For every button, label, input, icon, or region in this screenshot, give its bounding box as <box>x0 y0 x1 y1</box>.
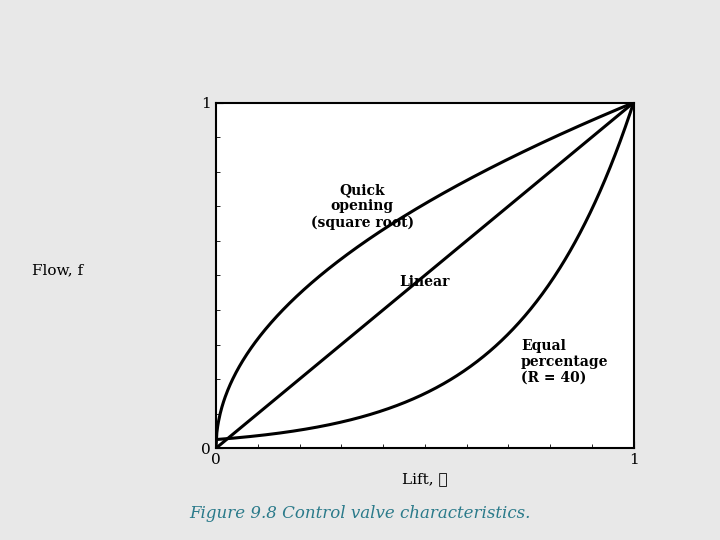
Text: Equal
percentage
(R = 40): Equal percentage (R = 40) <box>521 339 608 385</box>
X-axis label: Lift, ℓ: Lift, ℓ <box>402 472 448 487</box>
Text: Flow, f: Flow, f <box>32 263 84 277</box>
Text: Linear: Linear <box>400 275 450 289</box>
Text: Quick
opening
(square root): Quick opening (square root) <box>310 183 414 230</box>
Text: Figure 9.8 Control valve characteristics.: Figure 9.8 Control valve characteristics… <box>189 505 531 522</box>
